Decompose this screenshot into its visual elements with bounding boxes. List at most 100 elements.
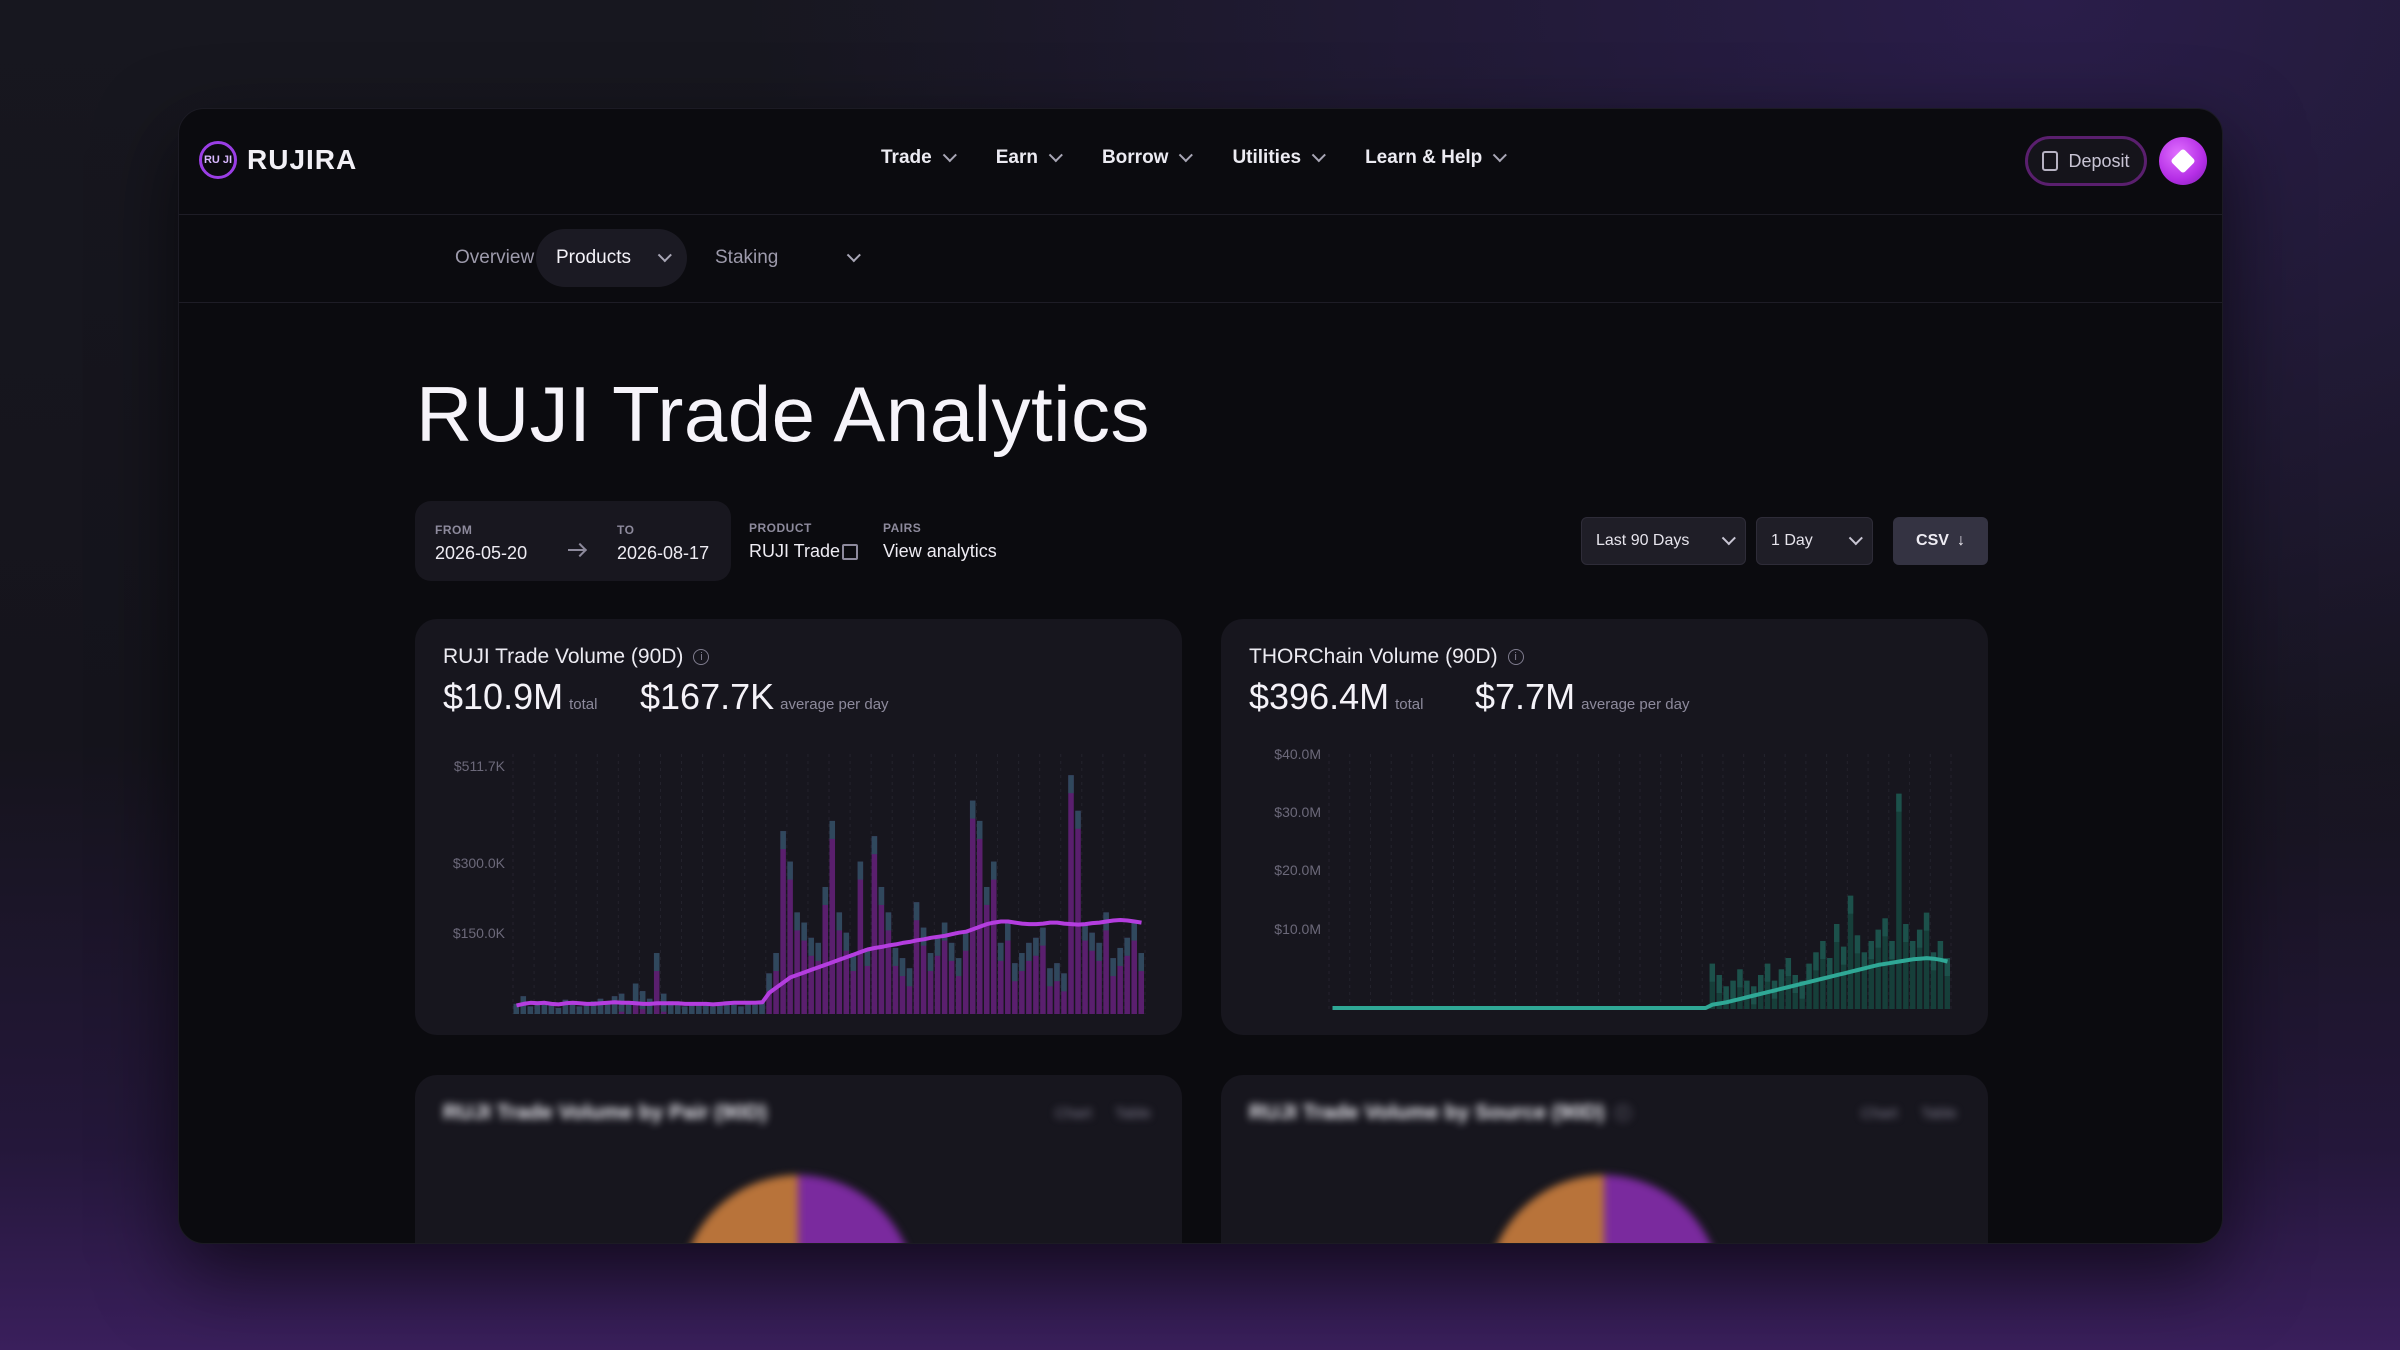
bar-highlight [703, 1004, 709, 1014]
bar-highlight [1054, 963, 1060, 982]
bar [1889, 941, 1895, 1009]
tab-staking[interactable]: Staking [695, 229, 876, 287]
info-icon[interactable]: i [1614, 1105, 1631, 1121]
bar-highlight [1840, 946, 1847, 965]
bar-highlight [878, 886, 885, 905]
info-icon[interactable]: i [693, 649, 710, 665]
bar [1124, 937, 1130, 1014]
bar-highlight [1930, 952, 1937, 971]
nav-label: Utilities [1232, 147, 1302, 168]
bar [913, 902, 920, 1014]
bar-highlight [1026, 942, 1032, 961]
arrow-right-icon [568, 549, 584, 551]
bar [1944, 958, 1950, 1009]
bar-highlight [976, 820, 983, 839]
bar-highlight [717, 1003, 723, 1014]
bar [962, 932, 969, 1014]
csv-download-button[interactable]: CSV ↓ [1893, 517, 1988, 565]
range-select[interactable]: Last 90 Days [1581, 517, 1746, 565]
pie-chart [691, 1175, 905, 1243]
bar-highlight [983, 886, 990, 905]
tab-chart[interactable]: Chart [1055, 1105, 1092, 1122]
interval-select-value: 1 Day [1771, 532, 1813, 549]
interval-select[interactable]: 1 Day [1756, 517, 1873, 565]
bar [1033, 937, 1039, 1014]
nav-utilities[interactable]: Utilities [1232, 147, 1326, 169]
bar-highlight [527, 1006, 534, 1014]
bar-highlight [857, 861, 864, 880]
total-stat: $10.9M total [443, 676, 597, 718]
bar [927, 953, 934, 1014]
total-stat: $396.4M total [1249, 676, 1423, 718]
bar [1785, 958, 1792, 1009]
bar-highlight [759, 1001, 765, 1014]
ruji-volume-card: RUJI Trade Volume (90D) i $10.9M total $16… [415, 619, 1182, 1035]
bar-highlight [899, 958, 906, 977]
bar [843, 932, 850, 1014]
info-icon[interactable]: i [1507, 649, 1524, 665]
bar-highlight [1820, 941, 1826, 959]
bar-highlight [1937, 941, 1944, 959]
bar [1930, 952, 1937, 1009]
tab-products[interactable]: Products [536, 229, 687, 287]
bar [1138, 953, 1144, 1014]
bar-highlight [611, 996, 618, 1014]
bar [1764, 963, 1771, 1009]
nav-learn-help[interactable]: Learn & Help [1365, 147, 1508, 169]
y-tick-label: $30.0M [1274, 804, 1321, 820]
bar [1103, 912, 1109, 1014]
tab-overview[interactable]: Overview [435, 229, 554, 287]
external-link-icon[interactable] [842, 544, 858, 560]
avg-stat: $7.7M average per day [1475, 676, 1689, 718]
brand-logo[interactable]: RU JI RUJIRA [199, 141, 357, 179]
bar [1054, 963, 1060, 1014]
bar-highlight [1889, 941, 1895, 959]
bar [857, 861, 864, 1014]
bar-highlight [555, 1007, 562, 1014]
csv-label: CSV [1916, 532, 1949, 549]
bar-highlight [1019, 953, 1025, 972]
bar-highlight [998, 942, 1004, 961]
tab-table[interactable]: Table [1115, 1105, 1151, 1122]
bar [1916, 929, 1923, 1009]
tab-label: Overview [455, 247, 535, 268]
tab-table[interactable]: Table [1921, 1105, 1957, 1122]
bar [1005, 922, 1011, 1014]
avatar[interactable] [2159, 137, 2207, 185]
bar [1854, 935, 1861, 1009]
deposit-button[interactable]: Deposit [2025, 136, 2147, 186]
bar [976, 820, 983, 1014]
chevron-down-icon [1179, 148, 1194, 163]
bar [1096, 942, 1102, 1014]
bar-highlight [1047, 968, 1053, 987]
bar [1861, 952, 1868, 1009]
nav-label: Borrow [1101, 147, 1169, 168]
pairs-link[interactable]: View analytics [883, 541, 997, 561]
bar [1827, 958, 1833, 1009]
card-title: RUJI Trade Volume by Source (90D) i [1249, 1101, 1631, 1125]
product-link[interactable]: RUJI Trade [749, 541, 841, 561]
nav-earn[interactable]: Earn [996, 147, 1063, 169]
bar-highlight [541, 1004, 548, 1014]
bar [948, 942, 955, 1014]
bar [1737, 969, 1743, 1009]
bar [1834, 924, 1840, 1009]
bar [1806, 963, 1812, 1009]
y-tick-label: $300.0K [453, 855, 506, 871]
tab-chart[interactable]: Chart [1861, 1105, 1898, 1122]
bar-highlight [1124, 937, 1130, 956]
bar-highlight [836, 912, 843, 931]
nav-borrow[interactable]: Borrow [1101, 147, 1194, 169]
bar-highlight [752, 1004, 758, 1014]
deposit-label: Deposit [2068, 150, 2130, 171]
bar-highlight [1131, 922, 1137, 941]
nav-trade[interactable]: Trade [881, 147, 957, 169]
app-window: RU JI RUJIRA Trade Earn Borrow Utilities… [178, 108, 2223, 1244]
bar-highlight [1744, 980, 1750, 999]
bar [1040, 927, 1046, 1014]
bar [1131, 922, 1137, 1014]
date-range-picker[interactable]: FROM 2026-05-20 TO 2026-08-17 [415, 501, 731, 581]
bar [1068, 775, 1074, 1014]
bar-highlight [864, 947, 871, 966]
bar-highlight [1868, 941, 1874, 959]
